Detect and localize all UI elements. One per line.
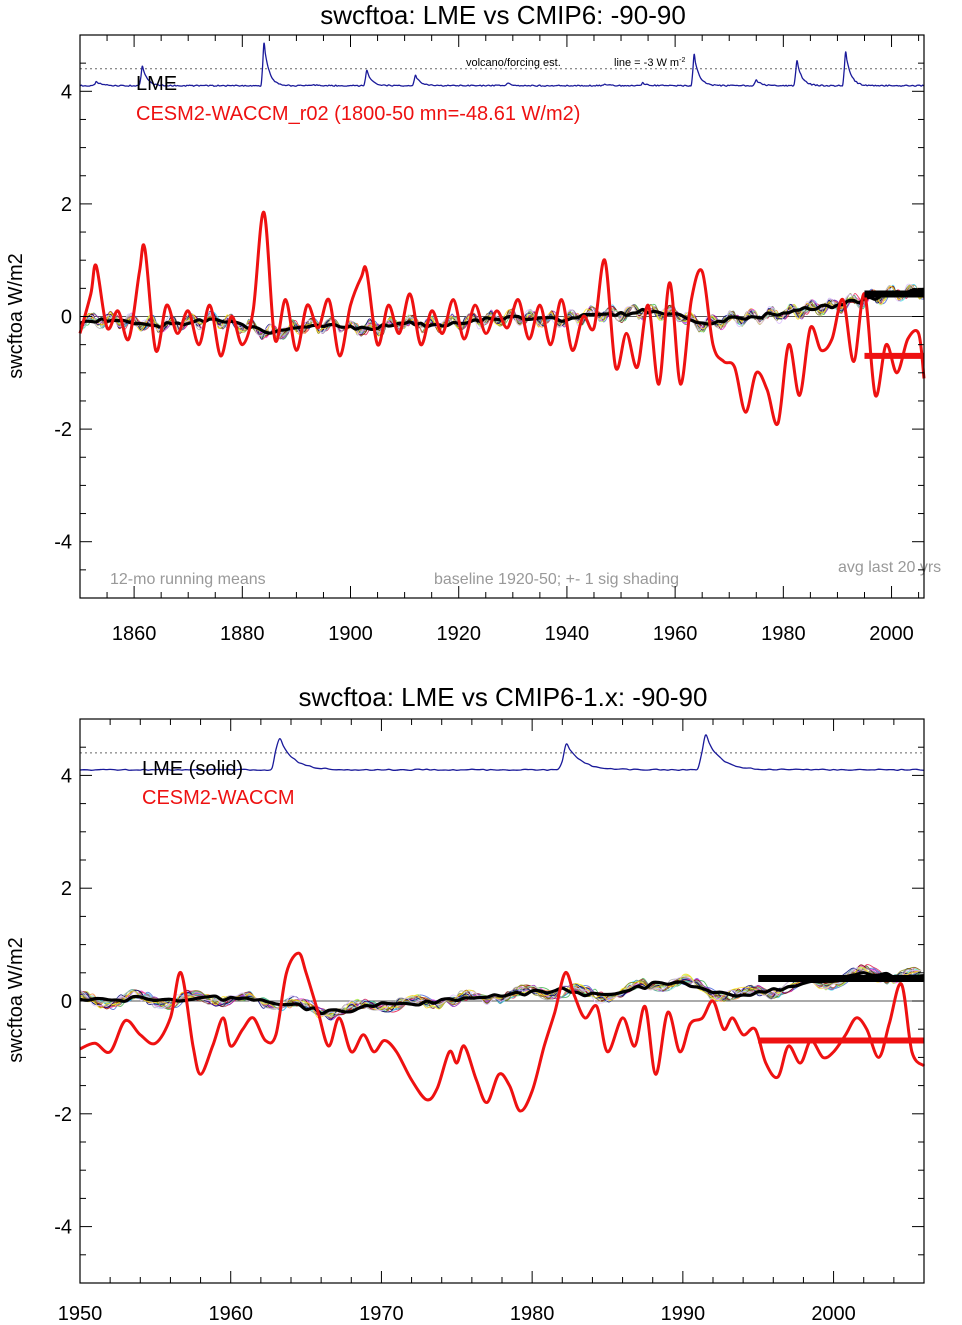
top-y-tick-label: 0 <box>61 307 72 329</box>
top-x-tick-label: 1960 <box>653 623 698 645</box>
bottom-legend-cesm: CESM2-WACCM <box>142 787 295 809</box>
bottom-y-tick-label: 4 <box>61 765 72 787</box>
bottom-y-tick-label: -4 <box>54 1217 72 1239</box>
top-x-tick-label: 1900 <box>328 623 373 645</box>
bottom-volcano-forcing-line <box>79 734 925 772</box>
top-x-tick-label: 1980 <box>761 623 806 645</box>
top-y-tick-label: 4 <box>61 81 72 103</box>
top-volcano-line-label: line = -3 W m-2 <box>614 57 685 69</box>
bottom-lme-member-line <box>79 967 922 1016</box>
bottom-y-tick-label: -2 <box>54 1104 72 1126</box>
top-y-tick-label: -2 <box>54 419 72 441</box>
top-y-tick-label: 2 <box>61 194 72 216</box>
top-note-avg-last: avg last 20 yrs <box>838 559 941 576</box>
bottom-x-tick-label: 1950 <box>58 1303 103 1325</box>
bottom-legend-lme: LME (solid) <box>142 758 243 780</box>
top-volcano-line-label-sup: -2 <box>679 57 685 64</box>
top-y-axis-label: swcftoa W/m2 <box>5 253 27 379</box>
bottom-x-tick-label: 1960 <box>208 1303 253 1325</box>
top-x-tick-label: 1920 <box>436 623 481 645</box>
top-note-baseline: baseline 1920-50; +- 1 sig shading <box>434 571 679 588</box>
top-x-tick-label: 1860 <box>112 623 157 645</box>
bottom-x-tick-label: 1970 <box>359 1303 404 1325</box>
bottom-y-tick-label: 0 <box>61 991 72 1013</box>
bottom-x-tick-label: 1980 <box>510 1303 555 1325</box>
bottom-x-tick-label: 2000 <box>811 1303 856 1325</box>
bottom-y-tick-label: 2 <box>61 878 72 900</box>
top-volcano-forcing-line <box>79 42 925 87</box>
bottom-chart-title: swcftoa: LME vs CMIP6-1.x: -90-90 <box>299 682 708 712</box>
bottom-x-tick-label: 1990 <box>661 1303 706 1325</box>
top-cesm-line <box>78 210 926 427</box>
top-legend-cesm: CESM2-WACCM_r02 (1800-50 mn=-48.61 W/m2) <box>136 103 580 125</box>
top-legend-lme: LME <box>136 73 177 95</box>
top-x-tick-label: 2000 <box>869 623 914 645</box>
top-volcano-label: volcano/forcing est. <box>466 57 561 69</box>
top-chart-title: swcftoa: LME vs CMIP6: -90-90 <box>320 0 686 30</box>
top-note-running-means: 12-mo running means <box>110 571 266 588</box>
top-y-tick-label: -4 <box>54 532 72 554</box>
bottom-cesm-line <box>79 951 926 1113</box>
bottom-lme-mean-line <box>79 971 925 1016</box>
bottom-lme-member-line <box>79 968 922 1017</box>
top-x-tick-label: 1880 <box>220 623 265 645</box>
bottom-y-axis-label: swcftoa W/m2 <box>5 937 27 1063</box>
top-x-tick-label: 1940 <box>545 623 590 645</box>
top-volcano-line-label-text: line = -3 W m <box>614 57 679 69</box>
